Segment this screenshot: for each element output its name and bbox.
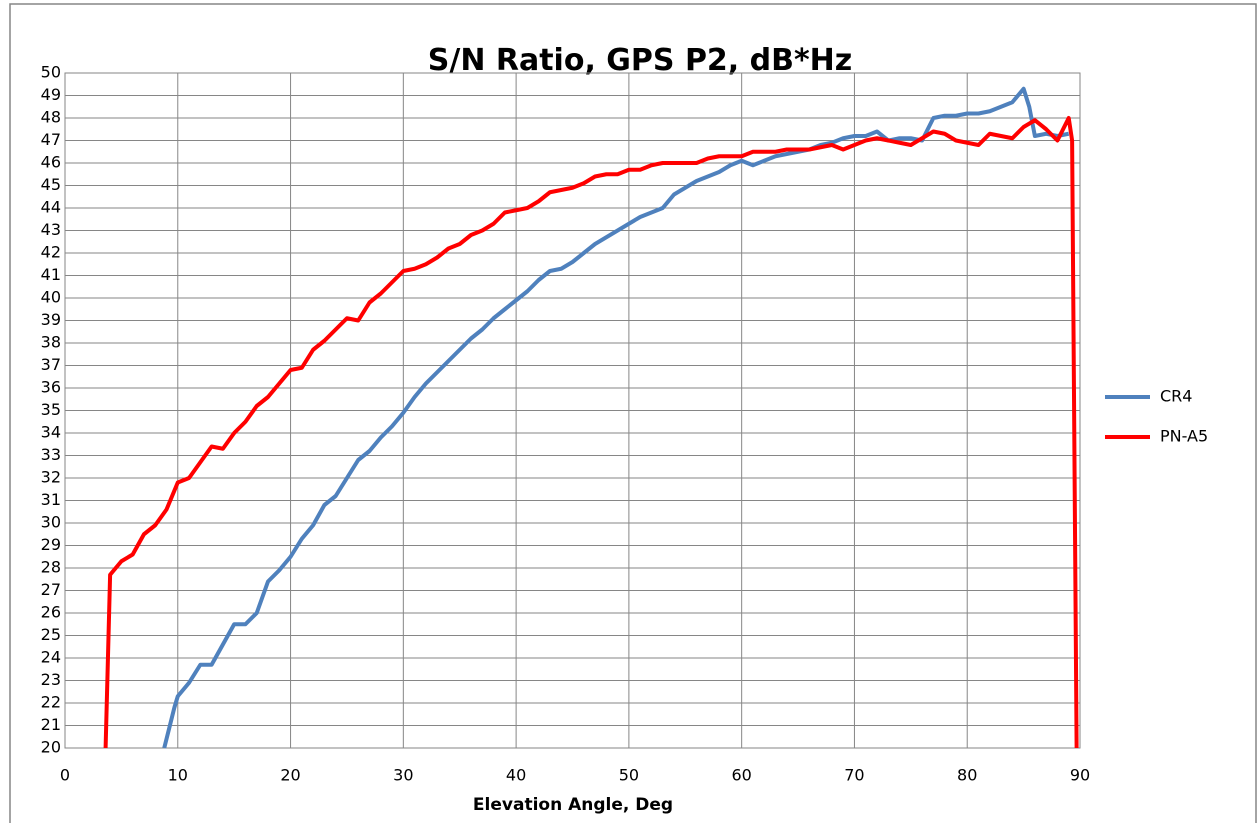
x-tick-label: 80 [957, 766, 977, 785]
y-tick-label: 39 [41, 310, 61, 329]
x-tick-label: 70 [844, 766, 864, 785]
y-tick-label: 21 [41, 715, 61, 734]
y-tick-label: 32 [41, 468, 61, 487]
y-tick-label: 23 [41, 670, 61, 689]
legend-label: PN-A5 [1160, 427, 1208, 446]
y-tick-label: 28 [41, 558, 61, 577]
y-tick-label: 31 [41, 490, 61, 509]
plot-area [64, 72, 1081, 749]
y-tick-label: 47 [41, 130, 61, 149]
y-tick-label: 27 [41, 580, 61, 599]
y-tick-label: 25 [41, 625, 61, 644]
y-tick-label: 29 [41, 535, 61, 554]
y-tick-label: 43 [41, 220, 61, 239]
y-tick-label: 34 [41, 423, 61, 442]
y-tick-label: 44 [41, 198, 61, 217]
y-tick-label: 48 [41, 108, 61, 127]
y-tick-label: 46 [41, 153, 61, 172]
y-tick-label: 22 [41, 693, 61, 712]
y-tick-label: 42 [41, 243, 61, 262]
y-tick-label: 33 [41, 445, 61, 464]
x-tick-label: 50 [619, 766, 639, 785]
y-tick-label: 45 [41, 175, 61, 194]
x-tick-label: 0 [60, 766, 70, 785]
y-tick-label: 41 [41, 265, 61, 284]
chart-frame [9, 3, 1257, 828]
y-tick-label: 49 [41, 85, 61, 104]
y-tick-label: 37 [41, 355, 61, 374]
legend-label: CR4 [1160, 387, 1192, 406]
y-tick-label: 35 [41, 400, 61, 419]
x-tick-label: 40 [506, 766, 526, 785]
x-tick-label: 10 [168, 766, 188, 785]
x-axis-label: Elevation Angle, Deg [473, 795, 673, 815]
y-tick-label: 20 [41, 738, 61, 757]
chart-title: S/N Ratio, GPS P2, dB*Hz [428, 43, 853, 78]
x-tick-label: 30 [393, 766, 413, 785]
y-tick-label: 30 [41, 513, 61, 532]
x-tick-label: 90 [1070, 766, 1090, 785]
y-tick-label: 24 [41, 648, 61, 667]
y-tick-label: 26 [41, 603, 61, 622]
y-tick-label: 50 [41, 63, 61, 82]
y-tick-label: 40 [41, 288, 61, 307]
y-tick-label: 36 [41, 378, 61, 397]
x-tick-label: 20 [280, 766, 300, 785]
series-line [103, 116, 1079, 749]
x-tick-label: 60 [731, 766, 751, 785]
y-tick-label: 38 [41, 333, 61, 352]
